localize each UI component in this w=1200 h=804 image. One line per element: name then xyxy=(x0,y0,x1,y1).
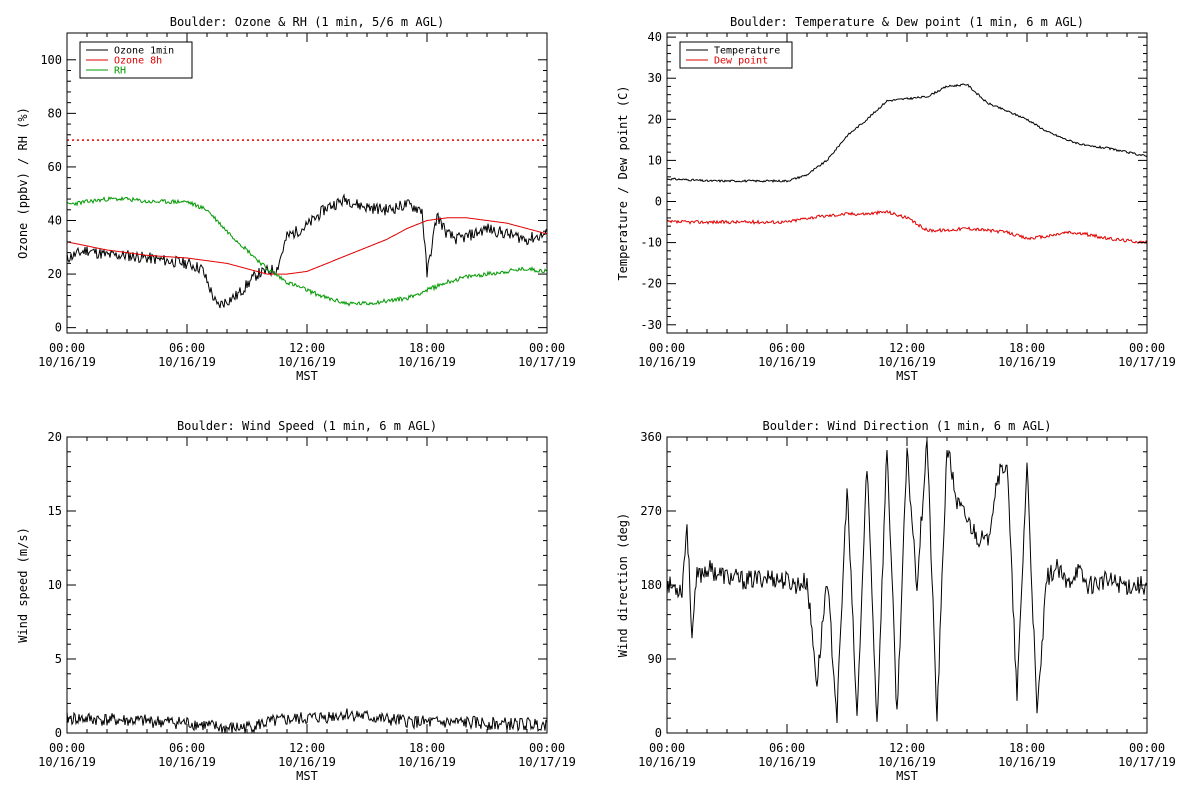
x-tick-time-label: 00:00 xyxy=(529,341,565,355)
x-tick-date-label: 10/16/19 xyxy=(638,755,696,769)
y-tick-label: 360 xyxy=(640,430,662,444)
x-tick-date-label: 10/16/19 xyxy=(38,355,96,369)
y-axis-label: Ozone (ppbv) / RH (%) xyxy=(16,107,30,259)
x-tick-time-label: 12:00 xyxy=(289,741,325,755)
x-tick-date-label: 10/17/19 xyxy=(1118,355,1176,369)
x-tick-time-label: 12:00 xyxy=(889,341,925,355)
x-tick-date-label: 10/16/19 xyxy=(278,355,336,369)
legend-label: Ozone 1min xyxy=(114,46,174,57)
x-axis-label: MST xyxy=(896,369,918,383)
x-tick-date-label: 10/16/19 xyxy=(398,755,456,769)
x-axis-label: MST xyxy=(296,769,318,783)
x-tick-date-label: 10/16/19 xyxy=(758,755,816,769)
x-tick-date-label: 10/16/19 xyxy=(998,755,1056,769)
y-tick-label: 100 xyxy=(40,53,62,67)
y-tick-label: -10 xyxy=(640,236,662,250)
chart-title: Boulder: Wind Speed (1 min, 6 m AGL) xyxy=(177,419,437,433)
series-line xyxy=(667,83,1147,183)
series-line xyxy=(667,209,1147,245)
legend-label: Dew point xyxy=(714,56,768,67)
x-tick-date-label: 10/17/19 xyxy=(518,355,576,369)
x-tick-time-label: 00:00 xyxy=(649,341,685,355)
y-tick-label: 270 xyxy=(640,504,662,518)
series-line xyxy=(667,439,1147,724)
y-tick-label: 40 xyxy=(48,214,62,228)
chart-title: Boulder: Temperature & Dew point (1 min,… xyxy=(730,15,1084,29)
series-line xyxy=(67,195,547,307)
series-line xyxy=(67,193,547,309)
legend-box xyxy=(679,41,793,69)
x-axis-label: MST xyxy=(296,369,318,383)
y-tick-label: 0 xyxy=(55,726,62,740)
x-tick-time-label: 00:00 xyxy=(49,341,85,355)
y-tick-label: 60 xyxy=(48,160,62,174)
y-tick-label: 30 xyxy=(648,71,662,85)
y-tick-label: 0 xyxy=(655,726,662,740)
plot-frame xyxy=(666,32,1148,334)
y-axis-label: Wind speed (m/s) xyxy=(16,527,30,643)
series-line xyxy=(67,217,547,275)
y-tick-label: 0 xyxy=(55,321,62,335)
y-tick-label: -20 xyxy=(640,277,662,291)
plot-frame xyxy=(66,436,548,734)
x-tick-time-label: 00:00 xyxy=(49,741,85,755)
chart-panel: Boulder: Wind Direction (1 min, 6 m AGL)… xyxy=(616,419,1176,783)
x-tick-date-label: 10/17/19 xyxy=(518,755,576,769)
chart-panel: Boulder: Ozone & RH (1 min, 5/6 m AGL) 0 2… xyxy=(16,15,576,383)
legend-label: RH xyxy=(114,66,126,77)
y-axis-label: Wind direction (deg) xyxy=(616,513,630,658)
x-tick-date-label: 10/17/19 xyxy=(1118,755,1176,769)
x-tick-time-label: 18:00 xyxy=(1009,741,1045,755)
x-tick-date-label: 10/16/19 xyxy=(638,355,696,369)
x-axis-label: MST xyxy=(896,769,918,783)
x-tick-date-label: 10/16/19 xyxy=(398,355,456,369)
x-tick-date-label: 10/16/19 xyxy=(38,755,96,769)
chart-title: Boulder: Ozone & RH (1 min, 5/6 m AGL) xyxy=(170,15,445,29)
y-tick-label: 15 xyxy=(48,504,62,518)
y-axis-label: Temperature / Dew point (C) xyxy=(616,85,630,280)
series-line xyxy=(67,708,547,733)
legend-label: Temperature xyxy=(714,46,780,57)
x-tick-date-label: 10/16/19 xyxy=(158,355,216,369)
x-tick-time-label: 12:00 xyxy=(289,341,325,355)
x-tick-time-label: 00:00 xyxy=(1129,741,1165,755)
legend-label: Ozone 8h xyxy=(114,56,162,67)
x-tick-time-label: 12:00 xyxy=(889,741,925,755)
x-tick-date-label: 10/16/19 xyxy=(158,755,216,769)
x-tick-date-label: 10/16/19 xyxy=(278,755,336,769)
plot-frame xyxy=(666,436,1148,734)
x-tick-time-label: 06:00 xyxy=(169,341,205,355)
x-tick-time-label: 18:00 xyxy=(409,741,445,755)
x-tick-time-label: 06:00 xyxy=(169,741,205,755)
x-tick-time-label: 00:00 xyxy=(529,741,565,755)
y-tick-label: 80 xyxy=(48,106,62,120)
x-tick-time-label: 06:00 xyxy=(769,341,805,355)
chart-panel: Boulder: Wind Speed (1 min, 6 m AGL) 0 5 10… xyxy=(16,419,576,783)
y-tick-label: -30 xyxy=(640,318,662,332)
x-tick-date-label: 10/16/19 xyxy=(998,355,1056,369)
chart-title: Boulder: Wind Direction (1 min, 6 m AGL) xyxy=(763,419,1052,433)
y-tick-label: 10 xyxy=(48,578,62,592)
y-tick-label: 40 xyxy=(648,30,662,44)
x-tick-date-label: 10/16/19 xyxy=(878,755,936,769)
x-tick-time-label: 00:00 xyxy=(1129,341,1165,355)
y-tick-label: 20 xyxy=(48,267,62,281)
y-tick-label: 20 xyxy=(48,430,62,444)
chart-panel: Boulder: Temperature & Dew point (1 min,… xyxy=(616,15,1176,383)
x-tick-time-label: 18:00 xyxy=(409,341,445,355)
y-tick-label: 0 xyxy=(655,194,662,208)
y-tick-label: 20 xyxy=(648,112,662,126)
x-tick-time-label: 06:00 xyxy=(769,741,805,755)
y-tick-label: 180 xyxy=(640,578,662,592)
x-tick-time-label: 00:00 xyxy=(649,741,685,755)
x-tick-date-label: 10/16/19 xyxy=(878,355,936,369)
x-tick-date-label: 10/16/19 xyxy=(758,355,816,369)
y-tick-label: 10 xyxy=(648,153,662,167)
y-tick-label: 90 xyxy=(648,652,662,666)
y-tick-label: 5 xyxy=(55,652,62,666)
x-tick-time-label: 18:00 xyxy=(1009,341,1045,355)
